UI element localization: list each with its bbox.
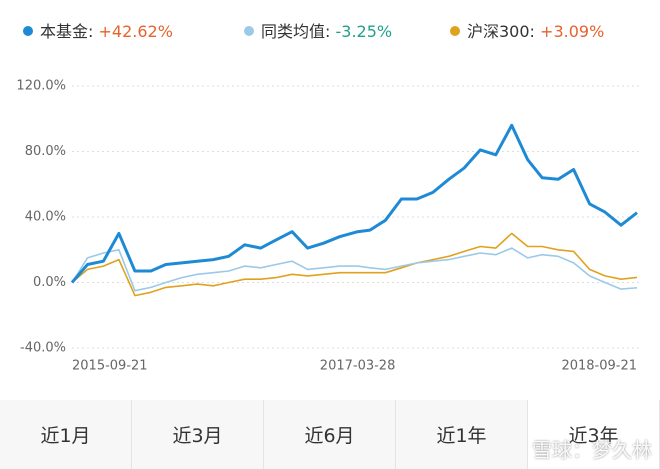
legend-name: 同类均值 — [261, 22, 325, 41]
x-tick-label: 2015-09-21 — [72, 359, 148, 374]
range-tab[interactable]: 近3年 — [528, 400, 660, 469]
range-tab[interactable]: 近6月 — [264, 400, 396, 469]
y-tick-label: 120.0% — [16, 79, 66, 94]
legend-name: 沪深300 — [467, 22, 530, 41]
legend-dot — [450, 26, 460, 36]
range-tab[interactable]: 近1月 — [0, 400, 132, 469]
legend-sep: : — [530, 22, 540, 41]
legend-return: -3.25% — [336, 22, 393, 41]
legend-sep: : — [88, 22, 98, 41]
x-tick-label: 2017-03-28 — [320, 359, 396, 374]
series-line — [71, 247, 638, 292]
legend-entry: 本基金: +42.62% — [40, 22, 173, 41]
series-line — [70, 123, 638, 284]
legend-name: 本基金 — [40, 22, 88, 41]
series-line — [71, 232, 638, 297]
legend-sep: : — [325, 22, 335, 41]
watermark: 雪球：梦久林 — [532, 438, 652, 462]
y-tick-label: 0.0% — [33, 275, 66, 290]
range-tab[interactable]: 近1年 — [396, 400, 528, 469]
y-tick-label: -40.0% — [20, 341, 66, 356]
legend-dot — [23, 26, 33, 36]
y-tick-label: 40.0% — [25, 210, 66, 225]
legend-dot — [244, 26, 254, 36]
legend-return: +42.62% — [99, 22, 173, 41]
legend-entry: 沪深300: +3.09% — [467, 22, 604, 41]
chart: -40.0% 0.0% 40.0% 80.0% 120.0% 2015-09-21 2017… — [16, 22, 640, 374]
x-tick-label: 2018-09-21 — [561, 359, 637, 374]
legend-entry: 同类均值: -3.25% — [261, 22, 392, 41]
legend-return: +3.09% — [540, 22, 604, 41]
y-tick-label: 80.0% — [25, 144, 66, 159]
range-tab[interactable]: 近3月 — [132, 400, 264, 469]
